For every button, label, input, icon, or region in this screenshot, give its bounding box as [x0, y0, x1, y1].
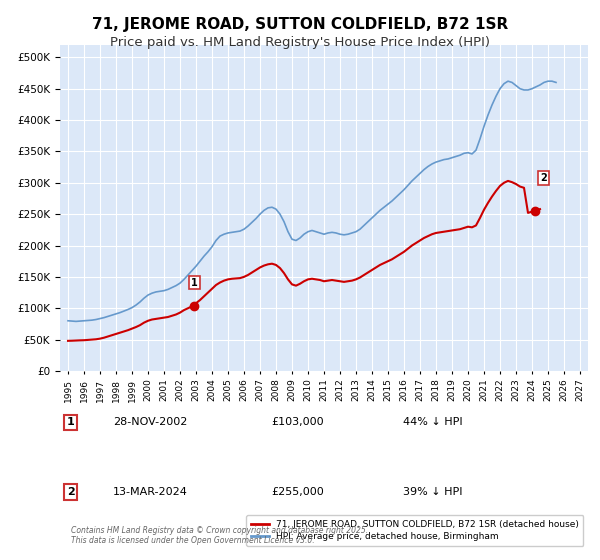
- Text: 1: 1: [191, 278, 198, 287]
- Text: 1: 1: [67, 417, 74, 427]
- Text: 2: 2: [540, 173, 547, 183]
- Text: Contains HM Land Registry data © Crown copyright and database right 2025.
This d: Contains HM Land Registry data © Crown c…: [71, 526, 368, 545]
- Text: 28-NOV-2002: 28-NOV-2002: [113, 417, 187, 427]
- Text: 44% ↓ HPI: 44% ↓ HPI: [403, 417, 463, 427]
- Legend: 71, JEROME ROAD, SUTTON COLDFIELD, B72 1SR (detached house), HPI: Average price,: 71, JEROME ROAD, SUTTON COLDFIELD, B72 1…: [247, 515, 583, 546]
- Text: 13-MAR-2024: 13-MAR-2024: [113, 487, 188, 497]
- Text: 39% ↓ HPI: 39% ↓ HPI: [403, 487, 463, 497]
- Text: £255,000: £255,000: [271, 487, 324, 497]
- Text: Price paid vs. HM Land Registry's House Price Index (HPI): Price paid vs. HM Land Registry's House …: [110, 36, 490, 49]
- Text: 2: 2: [67, 487, 74, 497]
- Text: £103,000: £103,000: [271, 417, 324, 427]
- Text: 71, JEROME ROAD, SUTTON COLDFIELD, B72 1SR: 71, JEROME ROAD, SUTTON COLDFIELD, B72 1…: [92, 17, 508, 32]
